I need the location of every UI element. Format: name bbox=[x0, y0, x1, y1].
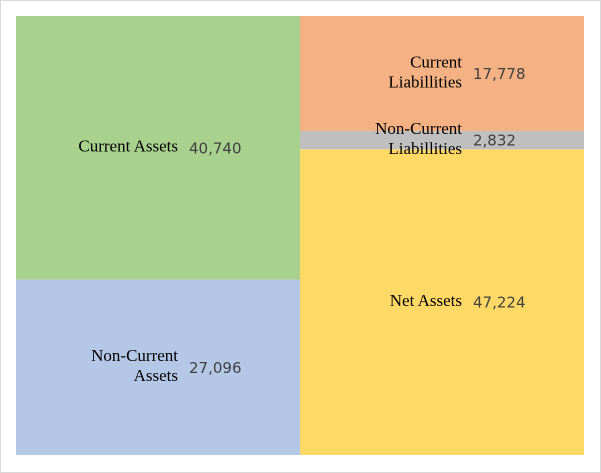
segment-label: Current bbox=[410, 52, 462, 71]
value-label: 2,832 bbox=[473, 132, 516, 150]
segment bbox=[16, 279, 300, 455]
segment bbox=[300, 149, 584, 455]
segment-label: Current Assets bbox=[78, 137, 178, 156]
segment-label: Non-Current bbox=[91, 346, 178, 365]
value-label: 17,778 bbox=[473, 65, 526, 83]
segment-label: Non-Current bbox=[375, 119, 462, 138]
value-label: 47,224 bbox=[473, 294, 526, 312]
value-label: 27,096 bbox=[189, 359, 242, 377]
segment bbox=[300, 131, 584, 150]
segment-label: Assets bbox=[134, 366, 178, 385]
segment-label: Net Assets bbox=[390, 291, 462, 310]
value-label: 40,740 bbox=[189, 139, 242, 157]
segment bbox=[16, 16, 300, 280]
segment-label: Liabillities bbox=[388, 139, 462, 158]
segment-label: Liabillities bbox=[388, 72, 462, 91]
segment bbox=[300, 16, 584, 132]
